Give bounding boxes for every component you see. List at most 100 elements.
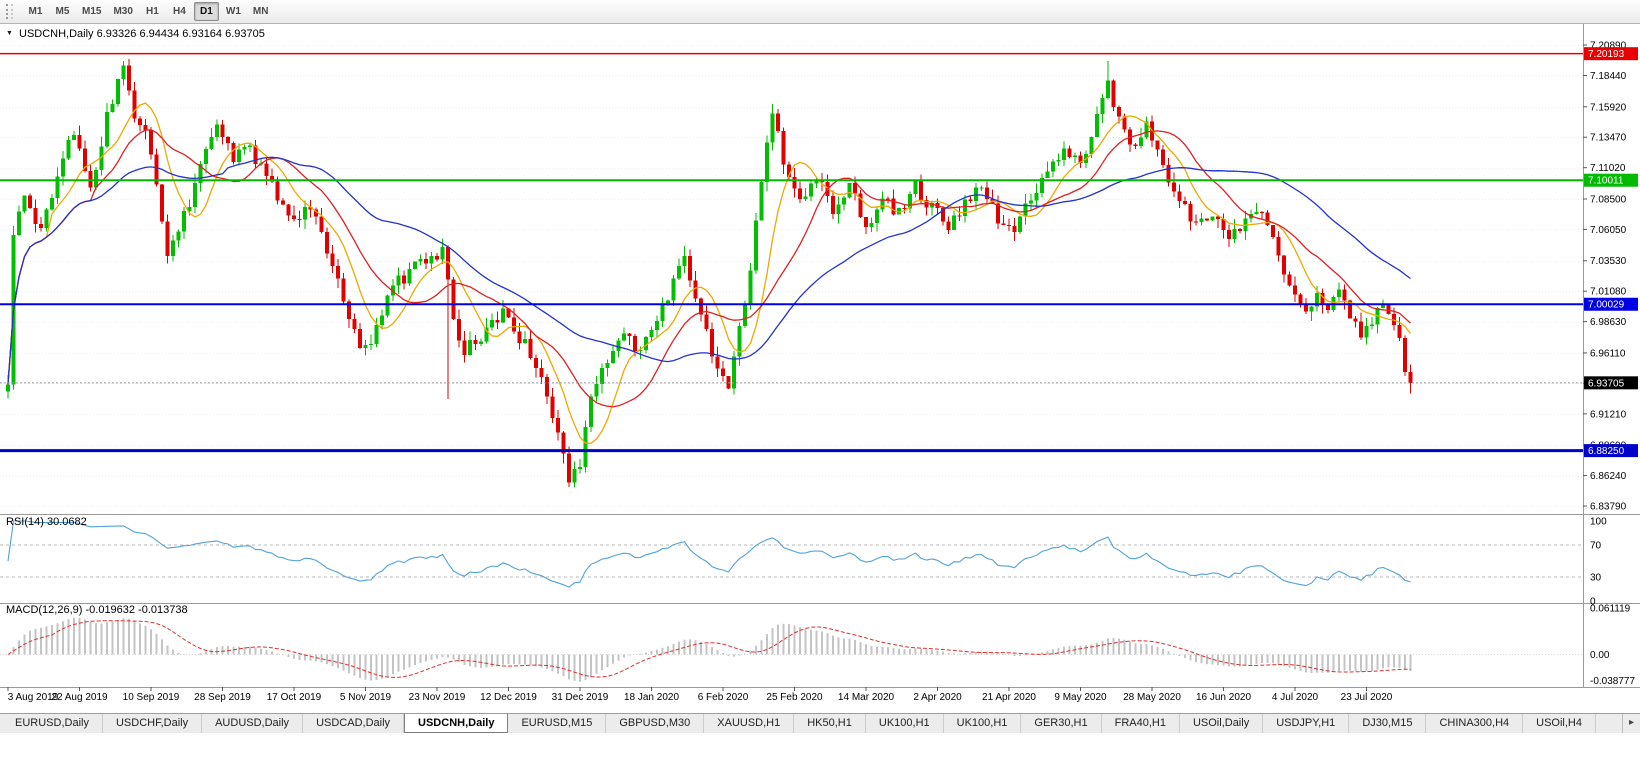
timeframe-button-h1[interactable]: H1 bbox=[146, 6, 159, 17]
timeframe-button-m15[interactable]: M15 bbox=[82, 6, 102, 17]
svg-text:7.11020: 7.11020 bbox=[1590, 163, 1626, 174]
svg-text:16 Jun 2020: 16 Jun 2020 bbox=[1196, 692, 1251, 703]
svg-text:70: 70 bbox=[1590, 541, 1602, 552]
svg-text:6.83790: 6.83790 bbox=[1590, 502, 1627, 513]
chart-tab-xauusd-h1-7[interactable]: XAUUSD,H1 bbox=[704, 714, 795, 733]
macd-values: -0.019632 -0.013738 bbox=[85, 604, 188, 616]
svg-text:10 Sep 2019: 10 Sep 2019 bbox=[123, 692, 180, 703]
timeframe-button-w1[interactable]: W1 bbox=[225, 6, 241, 17]
macd-name: MACD(12,26,9) bbox=[6, 604, 83, 616]
svg-text:12 Dec 2019: 12 Dec 2019 bbox=[480, 692, 537, 703]
timeframe-button-mn[interactable]: MN bbox=[252, 6, 269, 17]
timeframe-buttons-group: M1 M5 M15 M30 H1 H4 D1 W1 MN bbox=[22, 2, 274, 21]
chart-tab-ger30-h1-11[interactable]: GER30,H1 bbox=[1021, 714, 1102, 733]
svg-text:5 Nov 2019: 5 Nov 2019 bbox=[340, 692, 392, 703]
timeframe-button-m5[interactable]: M5 bbox=[55, 6, 70, 17]
svg-text:7.15920: 7.15920 bbox=[1590, 102, 1627, 113]
price-chart-canvas[interactable]: 7.20890 7.18440 7.15920 7.13470 7.11020 7.085… bbox=[0, 24, 1640, 713]
svg-text:28 May 2020: 28 May 2020 bbox=[1123, 692, 1181, 703]
chart-tab-eurusd-daily-0[interactable]: EURUSD,Daily bbox=[2, 714, 103, 733]
chart-tab-uk100-h1-9[interactable]: UK100,H1 bbox=[866, 714, 944, 733]
ohlc-open-value: 6.93326 bbox=[96, 28, 137, 40]
svg-text:7.03530: 7.03530 bbox=[1590, 256, 1627, 267]
timeframe-button-m1[interactable]: M1 bbox=[28, 6, 43, 17]
svg-text:21 Apr 2020: 21 Apr 2020 bbox=[982, 692, 1036, 703]
price-axis[interactable]: 7.20890 7.18440 7.15920 7.13470 7.11020 7.085… bbox=[1583, 41, 1635, 687]
chart-tab-dj30-m15-15[interactable]: DJ30,M15 bbox=[1349, 714, 1427, 733]
svg-text:28 Sep 2019: 28 Sep 2019 bbox=[194, 692, 251, 703]
chart-tabs: EURUSD,Daily USDCHF,Daily AUDUSD,Daily USDC… bbox=[0, 714, 1640, 733]
chart-tab-china300-h4-16[interactable]: CHINA300,H4 bbox=[1426, 714, 1524, 733]
chart-tab-usoil-daily-13[interactable]: USOil,Daily bbox=[1180, 714, 1264, 733]
svg-text:6 Feb 2020: 6 Feb 2020 bbox=[698, 692, 749, 703]
chart-tab-eurusd-m15-5[interactable]: EURUSD,M15 bbox=[508, 714, 607, 733]
chart-tab-fra40-h1-12[interactable]: FRA40,H1 bbox=[1102, 714, 1180, 733]
ohlc-low-value: 6.93164 bbox=[182, 28, 223, 40]
svg-text:-0.038777: -0.038777 bbox=[1590, 676, 1635, 687]
timeframe-button-h4[interactable]: H4 bbox=[173, 6, 186, 17]
svg-text:7.06050: 7.06050 bbox=[1590, 225, 1627, 236]
chart-tab-gbpusd-m30-6[interactable]: GBPUSD,M30 bbox=[606, 714, 705, 733]
rsi-indicator-label: RSI(14) 30.0682 bbox=[6, 516, 87, 528]
chart-tabs-bar: EURUSD,Daily USDCHF,Daily AUDUSD,Daily USDC… bbox=[0, 713, 1640, 733]
ohlc-high-value: 6.94434 bbox=[139, 28, 180, 40]
macd-pane bbox=[0, 617, 1583, 682]
timeframe-button-m30[interactable]: M30 bbox=[113, 6, 133, 17]
svg-text:31 Dec 2019: 31 Dec 2019 bbox=[552, 692, 609, 703]
svg-text:7.13470: 7.13470 bbox=[1590, 133, 1627, 144]
svg-text:2 Apr 2020: 2 Apr 2020 bbox=[913, 692, 962, 703]
chart-tab-usdcad-daily-3[interactable]: USDCAD,Daily bbox=[303, 714, 405, 733]
chart-tab-audusd-daily-2[interactable]: AUDUSD,Daily bbox=[202, 714, 304, 733]
svg-text:3 Aug 2019: 3 Aug 2019 bbox=[8, 692, 59, 703]
svg-text:22 Aug 2019: 22 Aug 2019 bbox=[51, 692, 108, 703]
svg-text:7.00029: 7.00029 bbox=[1588, 300, 1625, 311]
svg-text:6.98630: 6.98630 bbox=[1590, 317, 1627, 328]
horizontal-level-lines[interactable] bbox=[0, 52, 1583, 453]
rsi-pane bbox=[0, 520, 1583, 588]
svg-text:7.20890: 7.20890 bbox=[1590, 41, 1627, 52]
svg-text:6.86240: 6.86240 bbox=[1590, 471, 1627, 482]
chart-tab-usdcnh-daily-4[interactable]: USDCNH,Daily bbox=[404, 714, 509, 733]
chart-tab-usoil-h4-17[interactable]: USOil,H4 bbox=[1523, 714, 1596, 733]
candles bbox=[6, 58, 1413, 488]
svg-text:23 Jul 2020: 23 Jul 2020 bbox=[1341, 692, 1393, 703]
empty-status-area bbox=[0, 733, 1640, 770]
svg-text:7.01080: 7.01080 bbox=[1590, 287, 1627, 298]
svg-text:7.10011: 7.10011 bbox=[1588, 176, 1624, 187]
svg-text:25 Feb 2020: 25 Feb 2020 bbox=[766, 692, 823, 703]
svg-text:6.93705: 6.93705 bbox=[1588, 378, 1625, 389]
ohlc-close-value: 6.93705 bbox=[225, 28, 265, 40]
svg-text:6.88250: 6.88250 bbox=[1588, 446, 1625, 457]
chart-title: ▼ USDCNH,Daily 6.93326 6.94434 6.93164 6… bbox=[6, 28, 265, 40]
tab-scroll-right-button[interactable]: ▸ bbox=[1622, 714, 1640, 733]
svg-text:7.18440: 7.18440 bbox=[1590, 71, 1627, 82]
svg-text:100: 100 bbox=[1590, 517, 1607, 528]
svg-text:0: 0 bbox=[1590, 597, 1596, 608]
svg-text:17 Oct 2019: 17 Oct 2019 bbox=[267, 692, 322, 703]
timeframe-button-d1[interactable]: D1 bbox=[193, 2, 219, 21]
chart-tab-usdchf-daily-1[interactable]: USDCHF,Daily bbox=[103, 714, 203, 733]
svg-text:23 Nov 2019: 23 Nov 2019 bbox=[409, 692, 466, 703]
svg-text:18 Jan 2020: 18 Jan 2020 bbox=[624, 692, 679, 703]
rsi-name: RSI(14) bbox=[6, 516, 44, 528]
rsi-value: 30.0682 bbox=[46, 516, 87, 528]
svg-text:0.061119: 0.061119 bbox=[1590, 603, 1631, 614]
macd-indicator-label: MACD(12,26,9) -0.019632 -0.013738 bbox=[6, 604, 188, 616]
chart-tab-hk50-h1-8[interactable]: HK50,H1 bbox=[794, 714, 866, 733]
svg-text:7.20193: 7.20193 bbox=[1588, 49, 1625, 60]
chart-tab-uk100-h1-10[interactable]: UK100,H1 bbox=[944, 714, 1022, 733]
toolbar-drag-handle[interactable] bbox=[6, 4, 13, 19]
price-axis-label-boxes: 7.20193 7.10011 7.00029 6.88250 6.93705 bbox=[1584, 47, 1638, 458]
svg-text:6.91210: 6.91210 bbox=[1590, 409, 1627, 420]
chart-tab-usdjpy-h1-14[interactable]: USDJPY,H1 bbox=[1263, 714, 1350, 733]
svg-text:4 Jul 2020: 4 Jul 2020 bbox=[1272, 692, 1319, 703]
collapse-indicator-icon[interactable]: ▼ bbox=[6, 30, 13, 37]
svg-text:9 May 2020: 9 May 2020 bbox=[1054, 692, 1107, 703]
chart-window[interactable]: 7.20890 7.18440 7.15920 7.13470 7.11020 7.085… bbox=[0, 24, 1640, 713]
svg-text:6.96110: 6.96110 bbox=[1590, 348, 1626, 359]
svg-text:7.08500: 7.08500 bbox=[1590, 194, 1627, 205]
svg-text:14 Mar 2020: 14 Mar 2020 bbox=[838, 692, 895, 703]
svg-text:30: 30 bbox=[1590, 573, 1602, 584]
